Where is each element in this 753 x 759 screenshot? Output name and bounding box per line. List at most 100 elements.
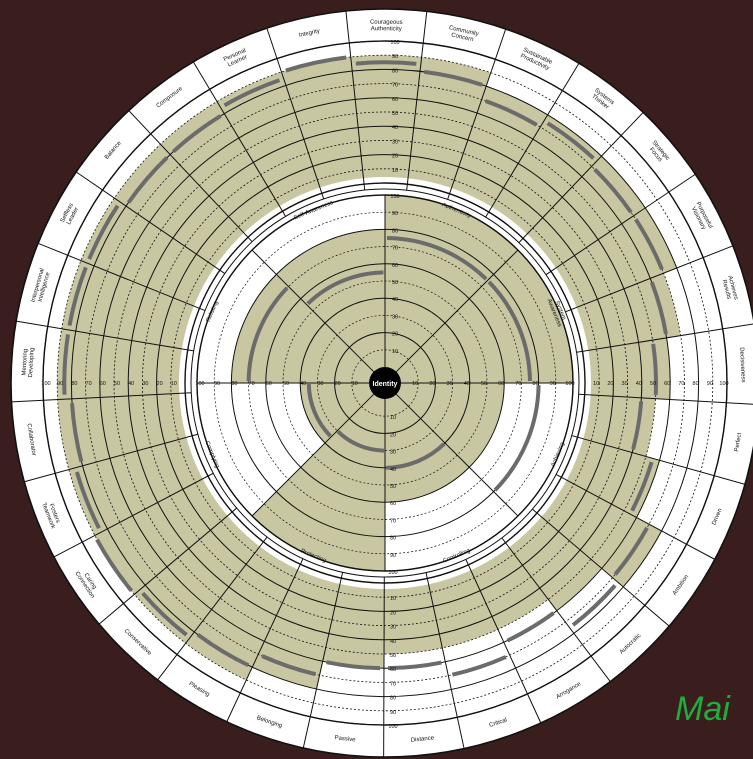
outer-spoke [447,28,507,200]
inner-shaded-band [385,195,518,372]
scale-tick-label: 10 [392,349,398,355]
outer-shaded-band [94,478,228,595]
outer-spoke [37,242,206,312]
scale-tick-label: 20 [390,610,396,616]
scale-tick-label: 50 [481,381,487,387]
outer-score-arc [634,218,664,271]
outer-shaded-band [555,207,677,308]
outer-spoke [545,173,696,276]
inner-score-arc [306,270,384,306]
outer-ring [85,83,685,683]
scale-tick-label: 80 [693,381,699,387]
scale-tick-label: 50 [114,381,120,387]
outer-spoke [53,472,214,558]
outer-spoke [532,508,670,627]
identity-hub-circle [369,367,401,399]
scale-tick-label: 90 [550,381,556,387]
scale-tick-label: 70 [86,381,92,387]
inner-spoke [251,393,375,517]
scale-tick-label: 30 [392,139,398,145]
scale-tick-label: 40 [300,381,306,387]
outer-score-arc [387,660,442,671]
outer-spoke [75,171,226,274]
corner-caption: Mai [675,690,730,728]
outer-spoke [383,576,385,757]
outer-sector-label: MentoringDeveloping [21,347,35,378]
scale-tick-label: 50 [390,653,396,659]
scale-tick-label: 40 [392,297,398,303]
score-arcs [62,55,668,677]
inner-shaded-band [396,383,505,468]
outer-score-arc [630,461,654,512]
boundary-ring [42,40,728,726]
outer-spoke [192,61,287,217]
outer-sector-label: Courageous Authenticity [370,19,403,32]
inner-score-arc [386,442,446,470]
scale-tick-label: 100 [388,570,397,576]
outer-sector-label: Decisiveness [738,347,746,383]
scale-tick-label: 20 [157,381,163,387]
outer-spoke [24,433,199,483]
scale-tick-label: 100 [195,381,204,387]
inner-score-arc [306,383,332,438]
outer-shaded-band [588,337,671,400]
outer-score-arc [87,204,120,260]
outer-sector-label: Distance [411,735,436,743]
scale-tick-label: 70 [392,83,398,89]
outer-score-arc [326,660,381,671]
scale-tick-label: 30 [392,314,398,320]
outer-spoke [518,112,644,243]
outer-score-arc [355,60,417,66]
scale-tick-label: 60 [266,381,272,387]
outer-spoke [485,62,580,218]
outer-score-arc [451,655,507,677]
scale-tick-label: 90 [390,553,396,559]
scale-tick-label: 90 [392,211,398,217]
scale-ticks: 10 10 10 10 10 10 10 10 20 20 20 20 20 20 20 20 30 30 30 30… [41,40,728,730]
outer-ring [170,168,600,598]
outer-ring [70,68,700,698]
boundary-ring [190,188,580,578]
scale-tick-label: 60 [390,501,396,507]
sector-dividers [11,10,753,757]
scale-tick-label: 60 [392,97,398,103]
scale-tick-label: 20 [390,432,396,438]
scale-tick-label: 100 [41,381,50,387]
scale-tick-label: 50 [650,381,656,387]
scale-tick-label: 40 [636,381,642,387]
outer-ring [99,97,671,669]
inner-spoke [395,393,519,517]
scale-tick-label: 80 [71,381,77,387]
scale-tick-label: 80 [390,536,396,542]
outer-score-arc [172,114,222,154]
outer-spoke [128,110,253,243]
scale-tick-label: 90 [707,381,713,387]
outer-ring [127,125,643,641]
outer-ring [156,154,614,612]
scale-tick-label: 10 [593,381,599,387]
outer-shaded-band [408,57,491,189]
scale-tick-label: 70 [392,246,398,252]
outer-score-arc [285,55,347,73]
scale-tick-label: 40 [390,467,396,473]
outer-shaded-band [527,156,646,269]
outer-score-arc [223,78,281,108]
scale-tick-label: 40 [392,125,398,131]
outer-shaded-band [350,55,422,179]
inner-spoke [395,249,519,373]
outer-spoke [98,507,238,625]
scale-tick-label: 100 [390,194,399,200]
scale-tick-label: 100 [388,724,397,730]
scale-tick-label: 80 [392,228,398,234]
outer-ring [56,54,714,712]
inner-score-arc [487,280,532,382]
scale-tick-label: 60 [100,381,106,387]
scale-tick-label: 20 [607,381,613,387]
outer-sector-label: Critical [489,717,508,728]
outer-score-arc [546,121,595,160]
scale-tick-label: 70 [390,518,396,524]
outer-score-arc [631,401,644,450]
scale-tick-label: 50 [283,381,289,387]
scale-tick-label: 20 [392,154,398,160]
